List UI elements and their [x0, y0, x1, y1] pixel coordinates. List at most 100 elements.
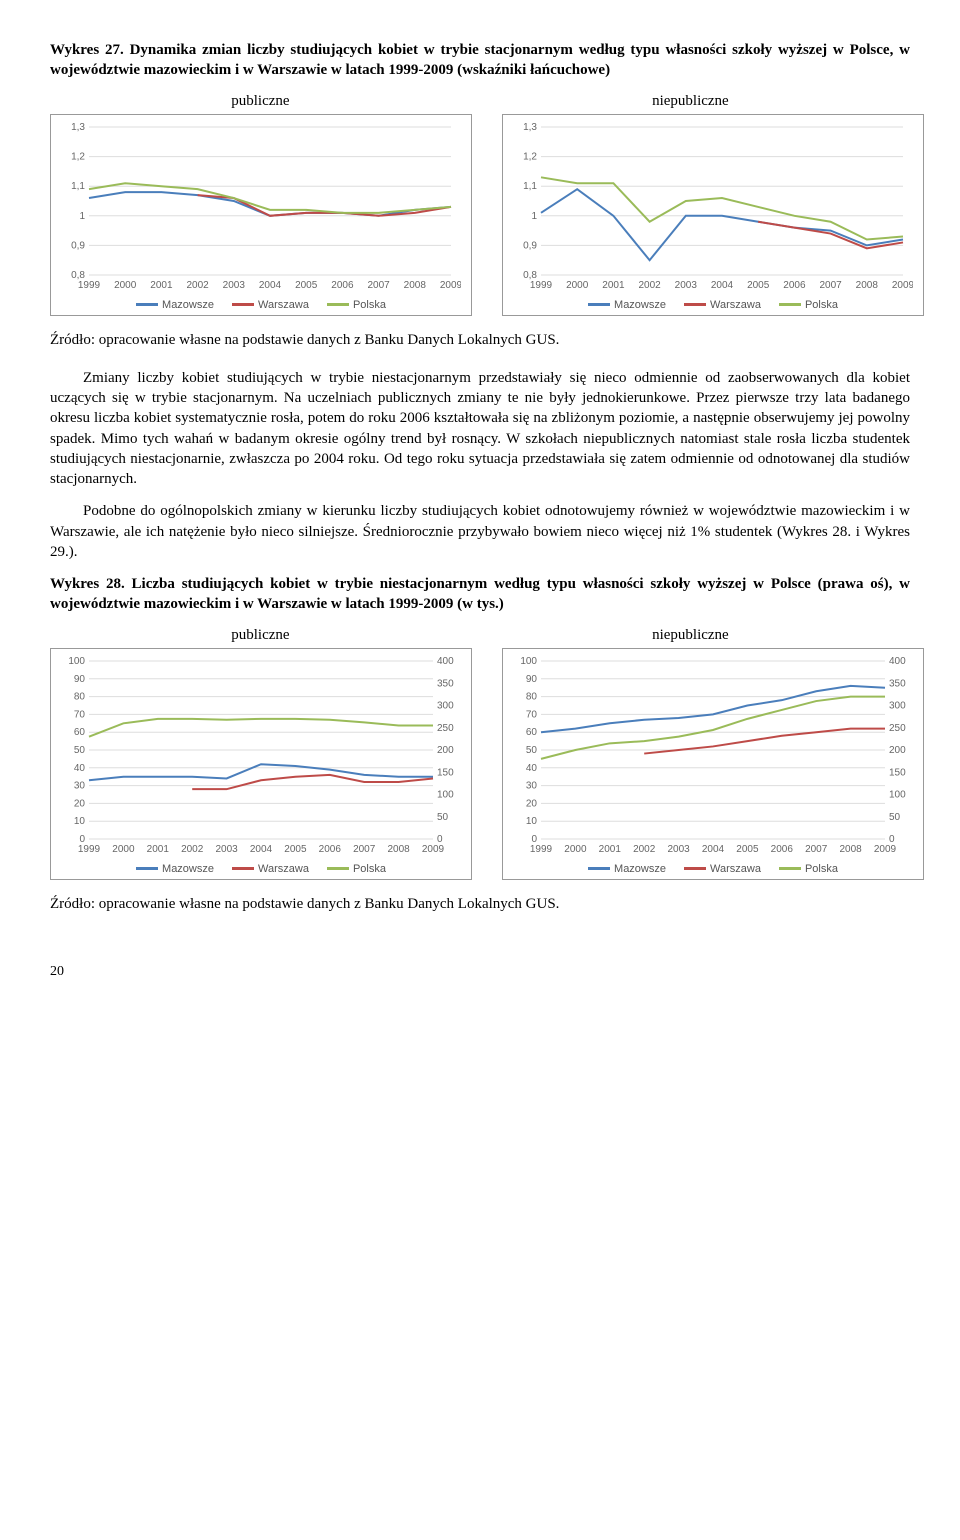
svg-text:2006: 2006	[771, 844, 794, 855]
wyk27-left-label: publiczne	[231, 93, 289, 110]
legend-item: Warszawa	[232, 299, 309, 311]
legend-item: Polska	[779, 863, 838, 875]
svg-text:350: 350	[437, 678, 454, 689]
svg-text:2003: 2003	[675, 280, 698, 291]
svg-text:2001: 2001	[602, 280, 625, 291]
svg-text:50: 50	[889, 811, 901, 822]
wyk28-npub-chart: 0102030405060708090100050100150200250300…	[502, 648, 924, 880]
svg-text:20: 20	[74, 798, 86, 809]
svg-text:2007: 2007	[353, 844, 376, 855]
page-number: 20	[50, 964, 910, 980]
legend-item: Polska	[327, 863, 386, 875]
svg-text:2001: 2001	[147, 844, 170, 855]
svg-text:2005: 2005	[295, 280, 318, 291]
svg-text:2008: 2008	[856, 280, 879, 291]
svg-text:2005: 2005	[736, 844, 759, 855]
legend-item: Mazowsze	[588, 863, 666, 875]
legend-item: Mazowsze	[588, 299, 666, 311]
svg-text:1,1: 1,1	[71, 181, 85, 192]
svg-text:2009: 2009	[440, 280, 461, 291]
wyk27-title: Wykres 27. Dynamika zmian liczby studiuj…	[50, 40, 910, 81]
svg-text:20: 20	[526, 798, 538, 809]
legend-item: Warszawa	[684, 863, 761, 875]
wyk28-left-label: publiczne	[231, 627, 289, 644]
wyk28-pub-chart: 0102030405060708090100050100150200250300…	[50, 648, 472, 880]
svg-text:100: 100	[520, 656, 537, 667]
svg-text:2004: 2004	[702, 844, 725, 855]
svg-text:2008: 2008	[387, 844, 410, 855]
svg-text:2003: 2003	[223, 280, 246, 291]
para1: Zmiany liczby kobiet studiujących w tryb…	[50, 368, 910, 490]
svg-text:60: 60	[74, 727, 86, 738]
svg-text:70: 70	[74, 709, 86, 720]
svg-text:50: 50	[74, 745, 86, 756]
legend-item: Polska	[779, 299, 838, 311]
svg-text:1999: 1999	[78, 280, 101, 291]
svg-text:2002: 2002	[638, 280, 661, 291]
svg-text:1,2: 1,2	[523, 151, 537, 162]
para2: Podobne do ogólnopolskich zmiany w kieru…	[50, 501, 910, 562]
svg-text:300: 300	[437, 700, 454, 711]
svg-text:0,9: 0,9	[523, 240, 537, 251]
wyk28-title: Wykres 28. Liczba studiujących kobiet w …	[50, 574, 910, 615]
svg-text:2007: 2007	[819, 280, 842, 291]
svg-text:50: 50	[437, 811, 449, 822]
wyk27-subheads: publiczne niepubliczne	[50, 93, 910, 110]
svg-text:70: 70	[526, 709, 538, 720]
legend-item: Warszawa	[232, 863, 309, 875]
legend-item: Polska	[327, 299, 386, 311]
svg-text:2008: 2008	[404, 280, 427, 291]
wyk27-rest: Dynamika zmian liczby studiujących kobie…	[50, 42, 910, 78]
wyk28-charts: 0102030405060708090100050100150200250300…	[50, 648, 910, 880]
svg-text:1999: 1999	[530, 844, 553, 855]
svg-text:80: 80	[74, 691, 86, 702]
svg-text:400: 400	[889, 656, 906, 667]
legend-item: Warszawa	[684, 299, 761, 311]
svg-text:2007: 2007	[805, 844, 828, 855]
svg-text:150: 150	[889, 767, 906, 778]
wyk27-pub-chart: 0,80,911,11,21,3199920002001200220032004…	[50, 114, 472, 316]
wyk27-npub-chart: 0,80,911,11,21,3199920002001200220032004…	[502, 114, 924, 316]
svg-text:10: 10	[526, 816, 538, 827]
wyk27-charts: 0,80,911,11,21,3199920002001200220032004…	[50, 114, 910, 316]
svg-text:350: 350	[889, 678, 906, 689]
svg-text:2000: 2000	[566, 280, 589, 291]
svg-text:400: 400	[437, 656, 454, 667]
svg-text:2009: 2009	[874, 844, 897, 855]
legend-item: Mazowsze	[136, 299, 214, 311]
svg-text:2004: 2004	[250, 844, 273, 855]
svg-text:100: 100	[68, 656, 85, 667]
svg-text:2007: 2007	[367, 280, 390, 291]
wyk28-rest: Liczba studiujących kobiet w trybie nies…	[50, 576, 910, 612]
svg-text:40: 40	[74, 762, 86, 773]
svg-text:250: 250	[437, 722, 454, 733]
svg-text:150: 150	[437, 767, 454, 778]
svg-text:300: 300	[889, 700, 906, 711]
svg-text:2008: 2008	[839, 844, 862, 855]
wyk28-source: Źródło: opracowanie własne na podstawie …	[50, 894, 910, 914]
wyk27-right-label: niepubliczne	[652, 93, 729, 110]
svg-text:2000: 2000	[112, 844, 135, 855]
svg-text:0,9: 0,9	[71, 240, 85, 251]
svg-text:200: 200	[437, 745, 454, 756]
svg-text:2003: 2003	[215, 844, 238, 855]
svg-text:2006: 2006	[783, 280, 806, 291]
svg-text:1,3: 1,3	[523, 122, 537, 133]
svg-text:2001: 2001	[599, 844, 622, 855]
svg-text:50: 50	[526, 745, 538, 756]
wyk27-source: Źródło: opracowanie własne na podstawie …	[50, 330, 910, 350]
svg-text:1: 1	[531, 210, 537, 221]
svg-text:1,3: 1,3	[71, 122, 85, 133]
svg-text:2004: 2004	[259, 280, 282, 291]
legend-item: Mazowsze	[136, 863, 214, 875]
svg-text:2006: 2006	[331, 280, 354, 291]
svg-text:250: 250	[889, 722, 906, 733]
svg-text:1999: 1999	[78, 844, 101, 855]
svg-text:1,1: 1,1	[523, 181, 537, 192]
svg-text:2001: 2001	[150, 280, 173, 291]
svg-text:2006: 2006	[319, 844, 342, 855]
svg-text:40: 40	[526, 762, 538, 773]
svg-text:90: 90	[74, 673, 86, 684]
svg-text:30: 30	[74, 780, 86, 791]
svg-text:2002: 2002	[633, 844, 656, 855]
